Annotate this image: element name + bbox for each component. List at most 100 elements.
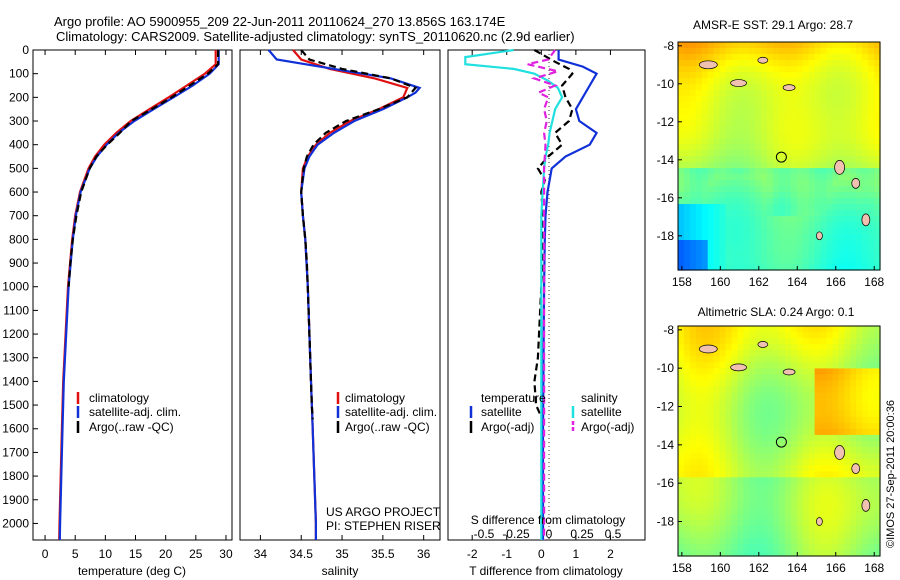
map-cell [826,380,833,388]
map-cell [844,398,851,406]
map-cell [874,434,881,442]
map-cell [814,42,822,49]
map-cell [755,368,762,376]
map-cell [808,416,816,424]
map-cell [832,398,839,406]
map-cell [784,513,792,521]
map-cell [689,410,697,418]
map-cell [701,332,709,339]
map-cell [862,156,869,163]
map-cell [832,362,839,369]
map-cell [713,264,721,271]
map-cell [784,228,792,235]
map-cell [868,198,875,205]
map-cell [695,222,703,229]
map-cell [731,96,738,103]
map-cell [713,168,721,175]
map-cell [796,258,804,265]
map-cell [820,483,828,491]
map-cell [779,204,786,211]
map-cell [844,222,851,229]
map-cell [713,362,721,369]
map-cell [767,114,774,121]
map-cell [743,477,750,484]
map-cell [713,549,721,557]
map-cell [826,465,833,472]
map-cell [790,549,798,557]
map-cell [731,234,738,241]
map-cell [784,90,792,97]
map-cell [868,216,875,223]
map-cell [719,477,727,484]
map-cell [868,447,875,454]
map-cell [796,465,804,472]
map-cell [868,525,875,533]
map-cell [683,54,691,61]
map-cell [790,60,798,67]
map-cell [773,477,780,484]
map-cell [862,54,869,61]
map-cell [862,234,869,241]
map-cell [713,132,721,139]
map-cell [814,78,822,85]
map-cell [868,495,875,503]
map-cell [844,42,851,49]
map-cell [808,258,816,265]
map-cell [802,459,810,466]
map-cell [707,362,715,369]
map-cell [767,258,774,265]
map-cell [844,453,851,460]
map-cell [689,332,697,339]
map-cell [683,264,691,271]
map-cell [767,144,774,151]
map-cell [808,326,816,333]
map-cell [838,126,845,133]
map-cell [868,410,875,418]
map-cell [713,537,721,545]
map-cell [826,96,833,103]
map-cell [701,453,709,460]
map-cell [725,60,732,67]
map-cell [773,198,780,205]
map-cell [844,114,851,121]
map-cell [844,216,851,223]
map-cell [862,380,869,388]
map-cell [707,210,715,217]
map-cell [814,264,822,271]
map-cell [820,519,828,527]
map-cell [796,350,804,357]
map-cell [802,264,810,271]
map-cell [802,356,810,363]
map-cell [844,543,851,551]
map-cell [784,240,792,247]
x-tick-label: 0 [538,547,545,561]
map-cell [862,252,869,259]
map-cell [749,495,756,503]
map-cell [844,132,851,139]
map-cell [862,192,869,199]
map-cell [868,441,875,448]
map-cell [802,549,810,557]
map-cell [784,453,792,460]
map-cell [802,252,810,259]
map-cell [695,84,703,91]
map-cell [683,222,691,229]
map-cell [678,84,685,91]
map-cell [689,138,697,145]
map-cell [713,531,721,539]
sla-map-frame [677,325,881,557]
map-cell [868,168,875,175]
map-cell [695,386,703,394]
map-cell [761,549,768,557]
map-cell [707,459,715,466]
map-cell [838,234,845,241]
map-cell [832,543,839,551]
map-cell [850,240,857,247]
map-cell [737,428,744,436]
map-cell [713,501,721,509]
map-cell [814,192,822,199]
map-cell [743,168,750,175]
map-cell [820,549,828,557]
map-cell [683,543,691,551]
map-cell [689,228,697,235]
